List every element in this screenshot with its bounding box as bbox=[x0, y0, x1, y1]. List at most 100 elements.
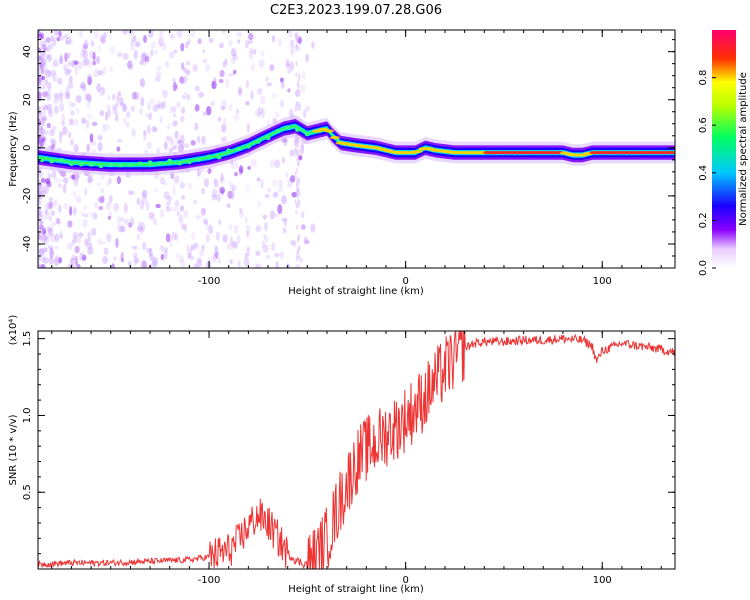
noise-speck bbox=[262, 244, 269, 253]
noise-speck bbox=[45, 37, 51, 43]
noise-speck bbox=[64, 91, 70, 100]
noise-speck bbox=[186, 93, 191, 101]
noise-speck bbox=[277, 38, 282, 48]
noise-speck bbox=[142, 241, 147, 251]
snr-x-tick-label: 100 bbox=[593, 575, 612, 586]
ridge-blob bbox=[88, 162, 94, 167]
noise-speck bbox=[295, 203, 298, 209]
noise-speck bbox=[281, 194, 287, 205]
noise-speck bbox=[290, 39, 295, 49]
noise-speck bbox=[277, 185, 283, 193]
noise-speck bbox=[217, 219, 222, 225]
noise-speck bbox=[228, 39, 233, 47]
noise-speck bbox=[274, 252, 280, 258]
noise-speck bbox=[56, 36, 61, 42]
noise-speck bbox=[169, 137, 174, 146]
noise-speck bbox=[88, 50, 94, 59]
noise-speck bbox=[228, 223, 233, 231]
noise-speck bbox=[237, 90, 243, 97]
figure-title: C2E3.2023.199.07.28.G06 bbox=[270, 3, 442, 18]
noise-speck bbox=[203, 220, 208, 226]
noise-speck bbox=[68, 118, 72, 126]
noise-speck bbox=[137, 221, 142, 229]
noise-speck bbox=[40, 82, 45, 90]
noise-speck bbox=[143, 34, 147, 43]
noise-speck bbox=[121, 103, 127, 112]
noise-speck bbox=[145, 55, 150, 63]
noise-speck bbox=[61, 113, 65, 123]
noise-speck bbox=[105, 123, 111, 131]
noise-speck bbox=[99, 87, 105, 97]
noise-speck bbox=[234, 172, 238, 177]
noise-speck bbox=[270, 63, 274, 70]
noise-speck bbox=[41, 186, 45, 196]
noise-speck bbox=[47, 173, 53, 179]
noise-speck bbox=[178, 214, 183, 223]
noise-speck bbox=[38, 105, 45, 116]
noise-speck bbox=[131, 128, 136, 138]
snr-panel: -100 0 100 0.5 1.0 1.5 Height of straight lin… bbox=[8, 315, 676, 595]
noise-speck bbox=[64, 52, 68, 63]
spectrogram-y-tick-label: 20 bbox=[22, 93, 33, 106]
noise-speck bbox=[80, 81, 86, 89]
noise-speck bbox=[188, 248, 193, 258]
noise-speck bbox=[53, 30, 60, 37]
noise-speck bbox=[85, 119, 90, 129]
noise-speck bbox=[174, 199, 180, 208]
noise-speck bbox=[298, 153, 302, 161]
noise-speck bbox=[131, 91, 137, 100]
noise-speck bbox=[237, 86, 243, 94]
noise-speck bbox=[234, 160, 239, 170]
noise-speck bbox=[42, 105, 49, 112]
noise-speck bbox=[40, 264, 46, 268]
noise-speck bbox=[132, 252, 138, 259]
noise-speck bbox=[177, 139, 182, 145]
noise-speck bbox=[190, 244, 195, 251]
noise-speck bbox=[254, 263, 261, 268]
noise-speck bbox=[296, 176, 299, 182]
noise-speck bbox=[51, 169, 57, 179]
noise-speck bbox=[184, 227, 188, 234]
noise-speck bbox=[101, 36, 107, 44]
noise-speck bbox=[63, 202, 69, 210]
ridge-blob bbox=[147, 160, 153, 165]
noise-speck bbox=[287, 182, 293, 188]
noise-speck bbox=[42, 84, 48, 90]
noise-speck bbox=[298, 155, 303, 161]
colorbar-tick-label: 0.2 bbox=[698, 212, 709, 228]
noise-speck bbox=[111, 93, 116, 101]
spectrogram-frame bbox=[37, 29, 676, 269]
noise-speck bbox=[108, 211, 113, 218]
noise-speck bbox=[60, 121, 66, 127]
noise-speck bbox=[257, 111, 262, 117]
noise-speck bbox=[38, 75, 44, 81]
noise-speck bbox=[297, 187, 300, 193]
noise-speck bbox=[68, 100, 73, 108]
noise-speck bbox=[38, 91, 43, 100]
noise-speck bbox=[77, 94, 82, 104]
noise-speck bbox=[41, 58, 46, 67]
ridge-blob bbox=[108, 162, 114, 167]
noise-speck bbox=[272, 191, 279, 198]
noise-speck bbox=[278, 179, 283, 187]
noise-speck bbox=[193, 199, 197, 205]
noise-speck bbox=[289, 149, 294, 157]
noise-speck bbox=[120, 217, 125, 222]
noise-speck bbox=[47, 103, 52, 114]
ridge-core bbox=[329, 135, 340, 140]
noise-speck bbox=[58, 136, 63, 144]
noise-speck bbox=[67, 242, 73, 250]
noise-speck bbox=[38, 263, 42, 268]
noise-speck bbox=[67, 51, 71, 59]
noise-speck bbox=[296, 103, 302, 112]
noise-speck bbox=[297, 203, 300, 209]
noise-speck bbox=[260, 178, 264, 189]
noise-speck bbox=[42, 50, 46, 61]
noise-speck bbox=[206, 105, 212, 116]
noise-speck bbox=[176, 211, 180, 216]
noise-speck bbox=[97, 134, 103, 141]
noise-speck bbox=[116, 95, 120, 105]
noise-speck bbox=[229, 259, 233, 265]
noise-speck bbox=[116, 215, 123, 224]
noise-speck bbox=[174, 175, 180, 184]
